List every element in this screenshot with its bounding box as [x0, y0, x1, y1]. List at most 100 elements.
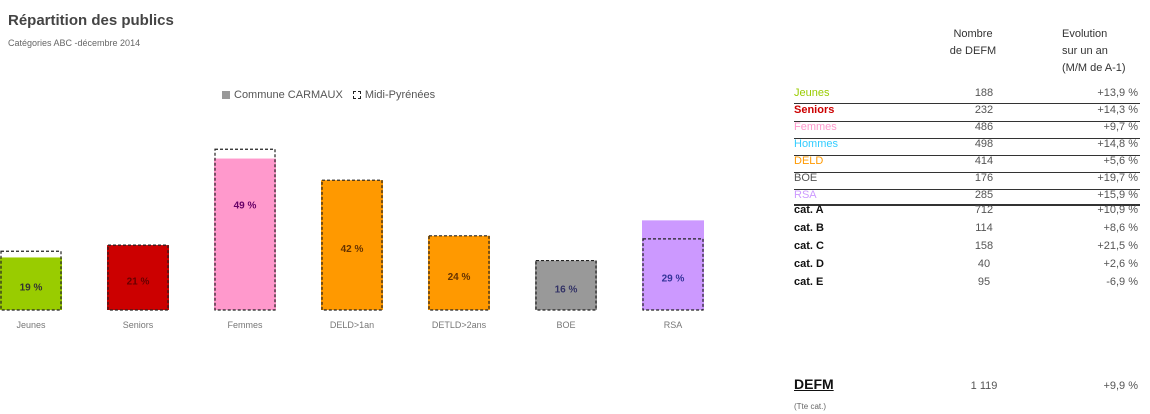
data-label-femmes: 49 %: [234, 200, 257, 211]
row-label: cat. C: [794, 240, 824, 252]
row-label: Seniors: [794, 104, 835, 116]
row-label: BOE: [794, 172, 818, 184]
row-count: 176: [974, 172, 994, 184]
chart-legend: Commune CARMAUX Midi-Pyrénées: [222, 89, 435, 101]
region-marker-femmes: [214, 148, 276, 311]
region-marker-jeunes: [0, 250, 62, 311]
category-label-deld-1an: DELD>1an: [330, 320, 374, 330]
category-label-boe: BOE: [556, 320, 575, 330]
category-label-femmes: Femmes: [227, 320, 263, 330]
table-row: cat. B 114 +8,6 %: [794, 222, 1140, 238]
table-header-evolution: Evolution sur un an (M/M de A-1): [1062, 26, 1150, 77]
bar-detld-2ans: [428, 235, 490, 310]
bar-seniors: [107, 245, 169, 310]
region-marker-boe: [535, 259, 597, 311]
row-divider: [794, 103, 1140, 104]
data-label-detld-2ans: 24 %: [448, 272, 471, 283]
row-count: 285: [974, 189, 994, 201]
row-label: cat. D: [794, 258, 824, 270]
region-marker-deld-1an: [321, 179, 383, 311]
row-evolution: +14,8 %: [1097, 138, 1138, 150]
row-evolution: +15,9 %: [1097, 189, 1138, 201]
legend-swatch-solid: [222, 91, 230, 99]
row-count: 95: [977, 276, 991, 288]
bar-jeunes: [0, 257, 62, 310]
row-label: DELD: [794, 155, 824, 167]
category-label-detld-2ans: DETLD>2ans: [432, 320, 487, 330]
table-row: cat. C 158 +21,5 %: [794, 240, 1140, 256]
table-row: RSA 285 +15,9 %: [794, 189, 1140, 205]
row-count: 712: [974, 204, 994, 216]
category-label-rsa: RSA: [664, 320, 683, 330]
row-divider: [794, 204, 1140, 206]
data-label-jeunes: 19 %: [20, 283, 43, 294]
table-row: cat. A 712 +10,9 %: [794, 204, 1140, 220]
row-evolution: +14,3 %: [1097, 104, 1138, 116]
table-row: cat. D 40 +2,6 %: [794, 258, 1140, 274]
table-row: BOE 176 +19,7 %: [794, 172, 1140, 188]
row-count: 414: [974, 155, 994, 167]
row-divider: [794, 138, 1140, 139]
row-count: 486: [974, 121, 994, 133]
category-label-seniors: Seniors: [123, 320, 154, 330]
chart-subtitle: Catégories ABC -décembre 2014: [8, 38, 141, 48]
bar-deld-1an: [321, 180, 383, 310]
row-evolution: +9,7 %: [1103, 121, 1138, 133]
total-evolution: +9,9 %: [1103, 380, 1138, 392]
chart-title: Répartition des publics: [8, 12, 174, 29]
header-count-line2: de DEFM: [949, 45, 997, 57]
row-label: RSA: [794, 189, 817, 201]
legend-label-commune: Commune CARMAUX: [234, 89, 343, 101]
row-evolution: -6,9 %: [1106, 276, 1138, 288]
header-evol-line1: Evolution: [1062, 28, 1108, 40]
row-count: 40: [977, 258, 991, 270]
bar-rsa: [642, 220, 704, 310]
category-label-jeunes: Jeunes: [16, 320, 46, 330]
row-count: 114: [975, 222, 993, 234]
row-evolution: +8,6 %: [1103, 222, 1138, 234]
table-row: DELD 414 +5,6 %: [794, 155, 1140, 171]
legend-label-region: Midi-Pyrénées: [364, 89, 436, 101]
row-label: Hommes: [794, 138, 839, 150]
table-row: Jeunes 188 +13,9 %: [794, 87, 1140, 103]
row-evolution: +21,5 %: [1097, 240, 1138, 252]
row-label: cat. E: [794, 276, 824, 288]
header-evol-line3: (M/M de A-1): [1062, 62, 1126, 74]
data-label-seniors: 21 %: [127, 277, 150, 288]
row-count: 188: [974, 87, 994, 99]
row-evolution: +5,6 %: [1103, 155, 1138, 167]
data-label-deld-1an: 42 %: [341, 244, 364, 255]
row-count: 158: [974, 240, 994, 252]
row-divider: [794, 172, 1140, 173]
table-row: Seniors 232 +14,3 %: [794, 104, 1140, 120]
legend-swatch-dashed: [352, 91, 361, 99]
row-label: Jeunes: [794, 87, 830, 99]
row-label: Femmes: [794, 121, 837, 133]
bar-femmes: [214, 158, 276, 310]
row-divider: [794, 121, 1140, 122]
header-count-line1: Nombre: [953, 28, 993, 40]
table-header-count: Nombre de DEFM: [938, 26, 1008, 60]
row-evolution: +19,7 %: [1097, 172, 1138, 184]
region-marker-detld-2ans: [428, 235, 490, 311]
region-marker-seniors: [107, 244, 169, 311]
total-label: DEFM: [794, 376, 834, 392]
data-label-boe: 16 %: [555, 284, 578, 295]
data-label-rsa: 29 %: [662, 273, 685, 284]
bar-boe: [535, 260, 597, 310]
row-divider: [794, 189, 1140, 190]
row-evolution: +2,6 %: [1103, 258, 1138, 270]
row-evolution: +10,9 %: [1097, 204, 1138, 216]
table-row: Hommes 498 +14,8 %: [794, 138, 1140, 154]
table-row: Femmes 486 +9,7 %: [794, 121, 1140, 137]
row-divider: [794, 155, 1140, 156]
total-count: 1 119: [970, 380, 998, 392]
table-row: cat. E 95 -6,9 %: [794, 276, 1140, 292]
row-evolution: +13,9 %: [1097, 87, 1138, 99]
bar-chart: 19 % Jeunes 21 % Seniors 49 % Femmes 42 % DELD>…: [0, 148, 704, 330]
row-count: 498: [974, 138, 994, 150]
row-label: cat. A: [794, 204, 824, 216]
total-note: (Tte cat.): [794, 402, 827, 411]
row-label: cat. B: [794, 222, 824, 234]
region-marker-rsa: [642, 238, 704, 311]
